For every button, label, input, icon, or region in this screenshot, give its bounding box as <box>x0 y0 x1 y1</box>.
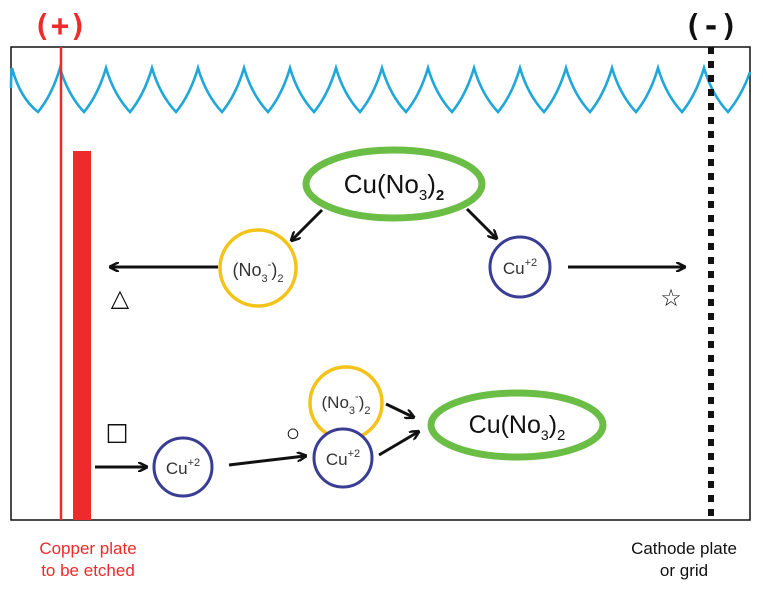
arrow-salt-to-copper <box>465 207 496 238</box>
salt-formula-bottom: Cu(No3)2 <box>469 411 566 444</box>
arrow-salt-to-nitrate <box>292 208 324 240</box>
cathode-caption-line2: or grid <box>659 561 709 580</box>
arrow-copper-to-salt <box>378 432 418 457</box>
salt-ellipse-bottom <box>427 389 607 461</box>
electrolyte-tank <box>10 46 751 521</box>
copper-ion-circle-bottom-1 <box>152 436 214 498</box>
cathode-caption: Cathode plate or grid <box>612 538 756 582</box>
star-marker: ☆ <box>660 285 682 312</box>
arrow-nitrate-to-salt <box>385 402 413 417</box>
triangle-marker: △ <box>111 285 130 312</box>
cathode-sign: (-) <box>684 9 738 44</box>
nitrate-ion-circle-top <box>218 228 298 308</box>
salt-ellipse-top <box>302 146 486 222</box>
nitrate-formula-top: (No3-)2 <box>233 259 284 285</box>
copper-ion-formula-bottom-1: Cu+2 <box>166 457 200 478</box>
anode-sign: (+) <box>33 9 87 44</box>
salt-formula-top: Cu(No3)2 <box>344 169 445 204</box>
anode-caption-line2: to be etched <box>41 561 135 580</box>
nitrate-formula-bottom: (No3-)2 <box>322 391 371 417</box>
circle-marker: ○ <box>286 420 301 447</box>
copper-ion-formula-top: Cu+2 <box>503 257 537 278</box>
water-surface <box>9 63 752 114</box>
copper-ion-circle-bottom-2 <box>312 427 374 489</box>
arrow-copper-to-copper <box>228 456 305 467</box>
copper-ion-formula-bottom-2: Cu+2 <box>326 448 360 469</box>
anode-caption-line1: Copper plate <box>39 539 137 558</box>
anode-caption: Copper plate to be etched <box>8 538 168 582</box>
square-marker: ☐ <box>105 419 128 449</box>
cathode-caption-line1: Cathode plate <box>631 539 737 558</box>
copper-plate <box>73 151 91 520</box>
copper-ion-circle-top <box>488 235 552 299</box>
